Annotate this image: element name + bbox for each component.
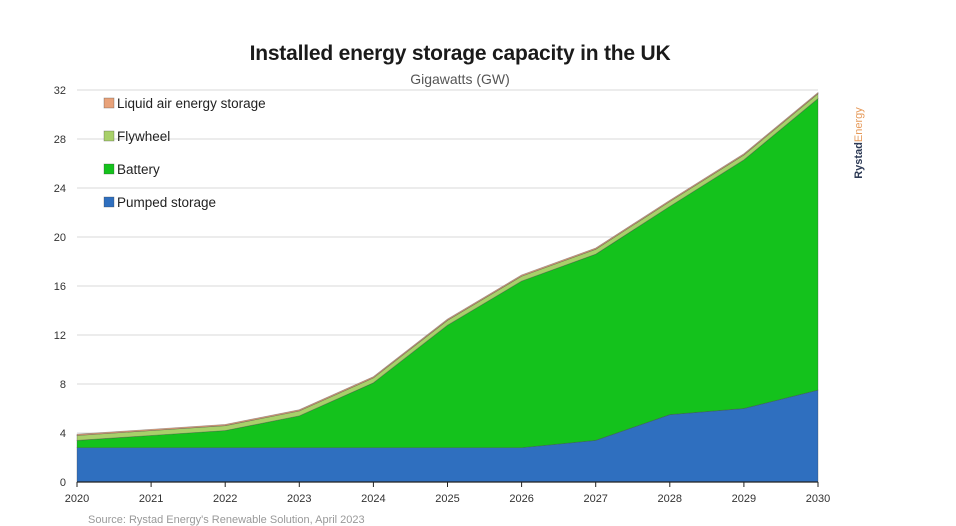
legend-swatch-pumped-storage xyxy=(103,196,115,208)
brand-logo-part2: Energy xyxy=(853,107,865,143)
y-tick-label: 0 xyxy=(60,477,66,489)
legend-label-pumped-storage: Pumped storage xyxy=(117,195,216,210)
x-tick-label: 2024 xyxy=(361,493,385,505)
source-note: Source: Rystad Energy's Renewable Soluti… xyxy=(88,514,365,526)
x-tick-label: 2025 xyxy=(435,493,459,505)
brand-logo-part1: Rystad xyxy=(853,142,865,179)
x-tick-label: 2022 xyxy=(213,493,237,505)
legend-swatch-liquid-air-energy-storage xyxy=(103,97,115,109)
y-tick-label: 16 xyxy=(54,281,66,293)
area-liquid-air-energy-storage xyxy=(76,91,819,436)
y-tick-label: 32 xyxy=(54,85,66,97)
x-tick-label: 2026 xyxy=(509,493,533,505)
x-tick-label: 2020 xyxy=(65,493,89,505)
legend-label-flywheel: Flywheel xyxy=(117,129,170,144)
x-tick-label: 2028 xyxy=(658,493,682,505)
y-tick-label: 12 xyxy=(54,330,66,342)
y-tick-label: 24 xyxy=(54,183,66,195)
chart-subtitle: Gigawatts (GW) xyxy=(410,71,510,87)
legend-swatch-flywheel xyxy=(103,130,115,142)
x-tick-label: 2021 xyxy=(139,493,163,505)
y-tick-label: 8 xyxy=(60,379,66,391)
area-battery xyxy=(76,97,819,449)
x-tick-label: 2030 xyxy=(806,493,830,505)
x-tick-label: 2027 xyxy=(583,493,607,505)
legend: Liquid air energy storage Flywheel Battery… xyxy=(103,96,266,210)
legend-swatch-battery xyxy=(103,163,115,175)
x-tick-label: 2029 xyxy=(732,493,756,505)
brand-logo: RystadEnergy xyxy=(853,100,865,186)
legend-label-battery: Battery xyxy=(117,162,160,177)
y-tick-label: 4 xyxy=(60,428,66,440)
y-tick-label: 20 xyxy=(54,232,66,244)
area-series-layer xyxy=(76,91,819,483)
legend-label-liquid-air-energy-storage: Liquid air energy storage xyxy=(117,96,266,111)
x-tick-label: 2023 xyxy=(287,493,311,505)
y-tick-label: 28 xyxy=(54,134,66,146)
chart-title: Installed energy storage capacity in the… xyxy=(249,42,671,65)
